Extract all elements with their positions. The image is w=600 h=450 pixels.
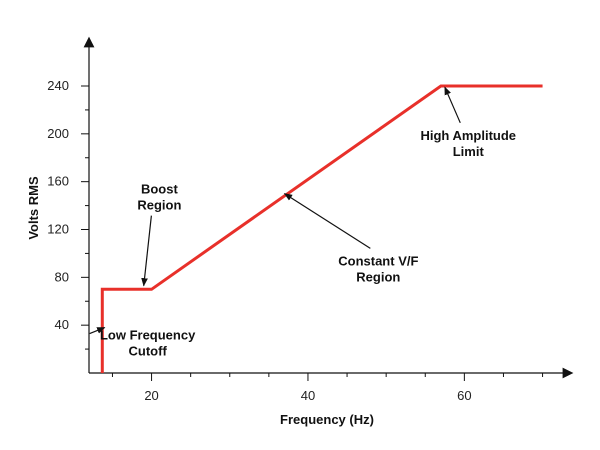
y-tick-label: 120 (47, 222, 69, 237)
annotation-label: High Amplitude Limit (420, 128, 516, 159)
annotation-arrow (89, 327, 106, 335)
annotation-layer: Boost Region Constant V/F Region High Amplit… (89, 86, 516, 359)
annotation-arrow (141, 215, 152, 287)
y-tick-label: 160 (47, 174, 69, 189)
axis-ticks: 40 80 120 160 200 240 20 40 60 (47, 78, 544, 403)
annotation-label: Boost Region (137, 182, 181, 213)
x-tick-label: 20 (144, 388, 158, 403)
x-tick-label: 60 (457, 388, 471, 403)
y-tick-label: 240 (47, 78, 69, 93)
y-tick-label: 80 (55, 269, 69, 284)
annotation-label: Constant V/F Region (338, 253, 418, 284)
x-tick-label: 40 (301, 388, 315, 403)
annotation-arrow (444, 86, 461, 124)
y-axis-title: Volts RMS (26, 176, 41, 240)
y-tick-label: 40 (55, 317, 69, 332)
y-tick-label: 200 (47, 126, 69, 141)
vf-curve-line (100, 84, 543, 373)
x-axis-title: Frequency (Hz) (280, 412, 374, 427)
annotation-label: Low Frequency Cutoff (100, 328, 196, 359)
annotation-arrow (283, 193, 371, 249)
series-layer (100, 84, 543, 373)
